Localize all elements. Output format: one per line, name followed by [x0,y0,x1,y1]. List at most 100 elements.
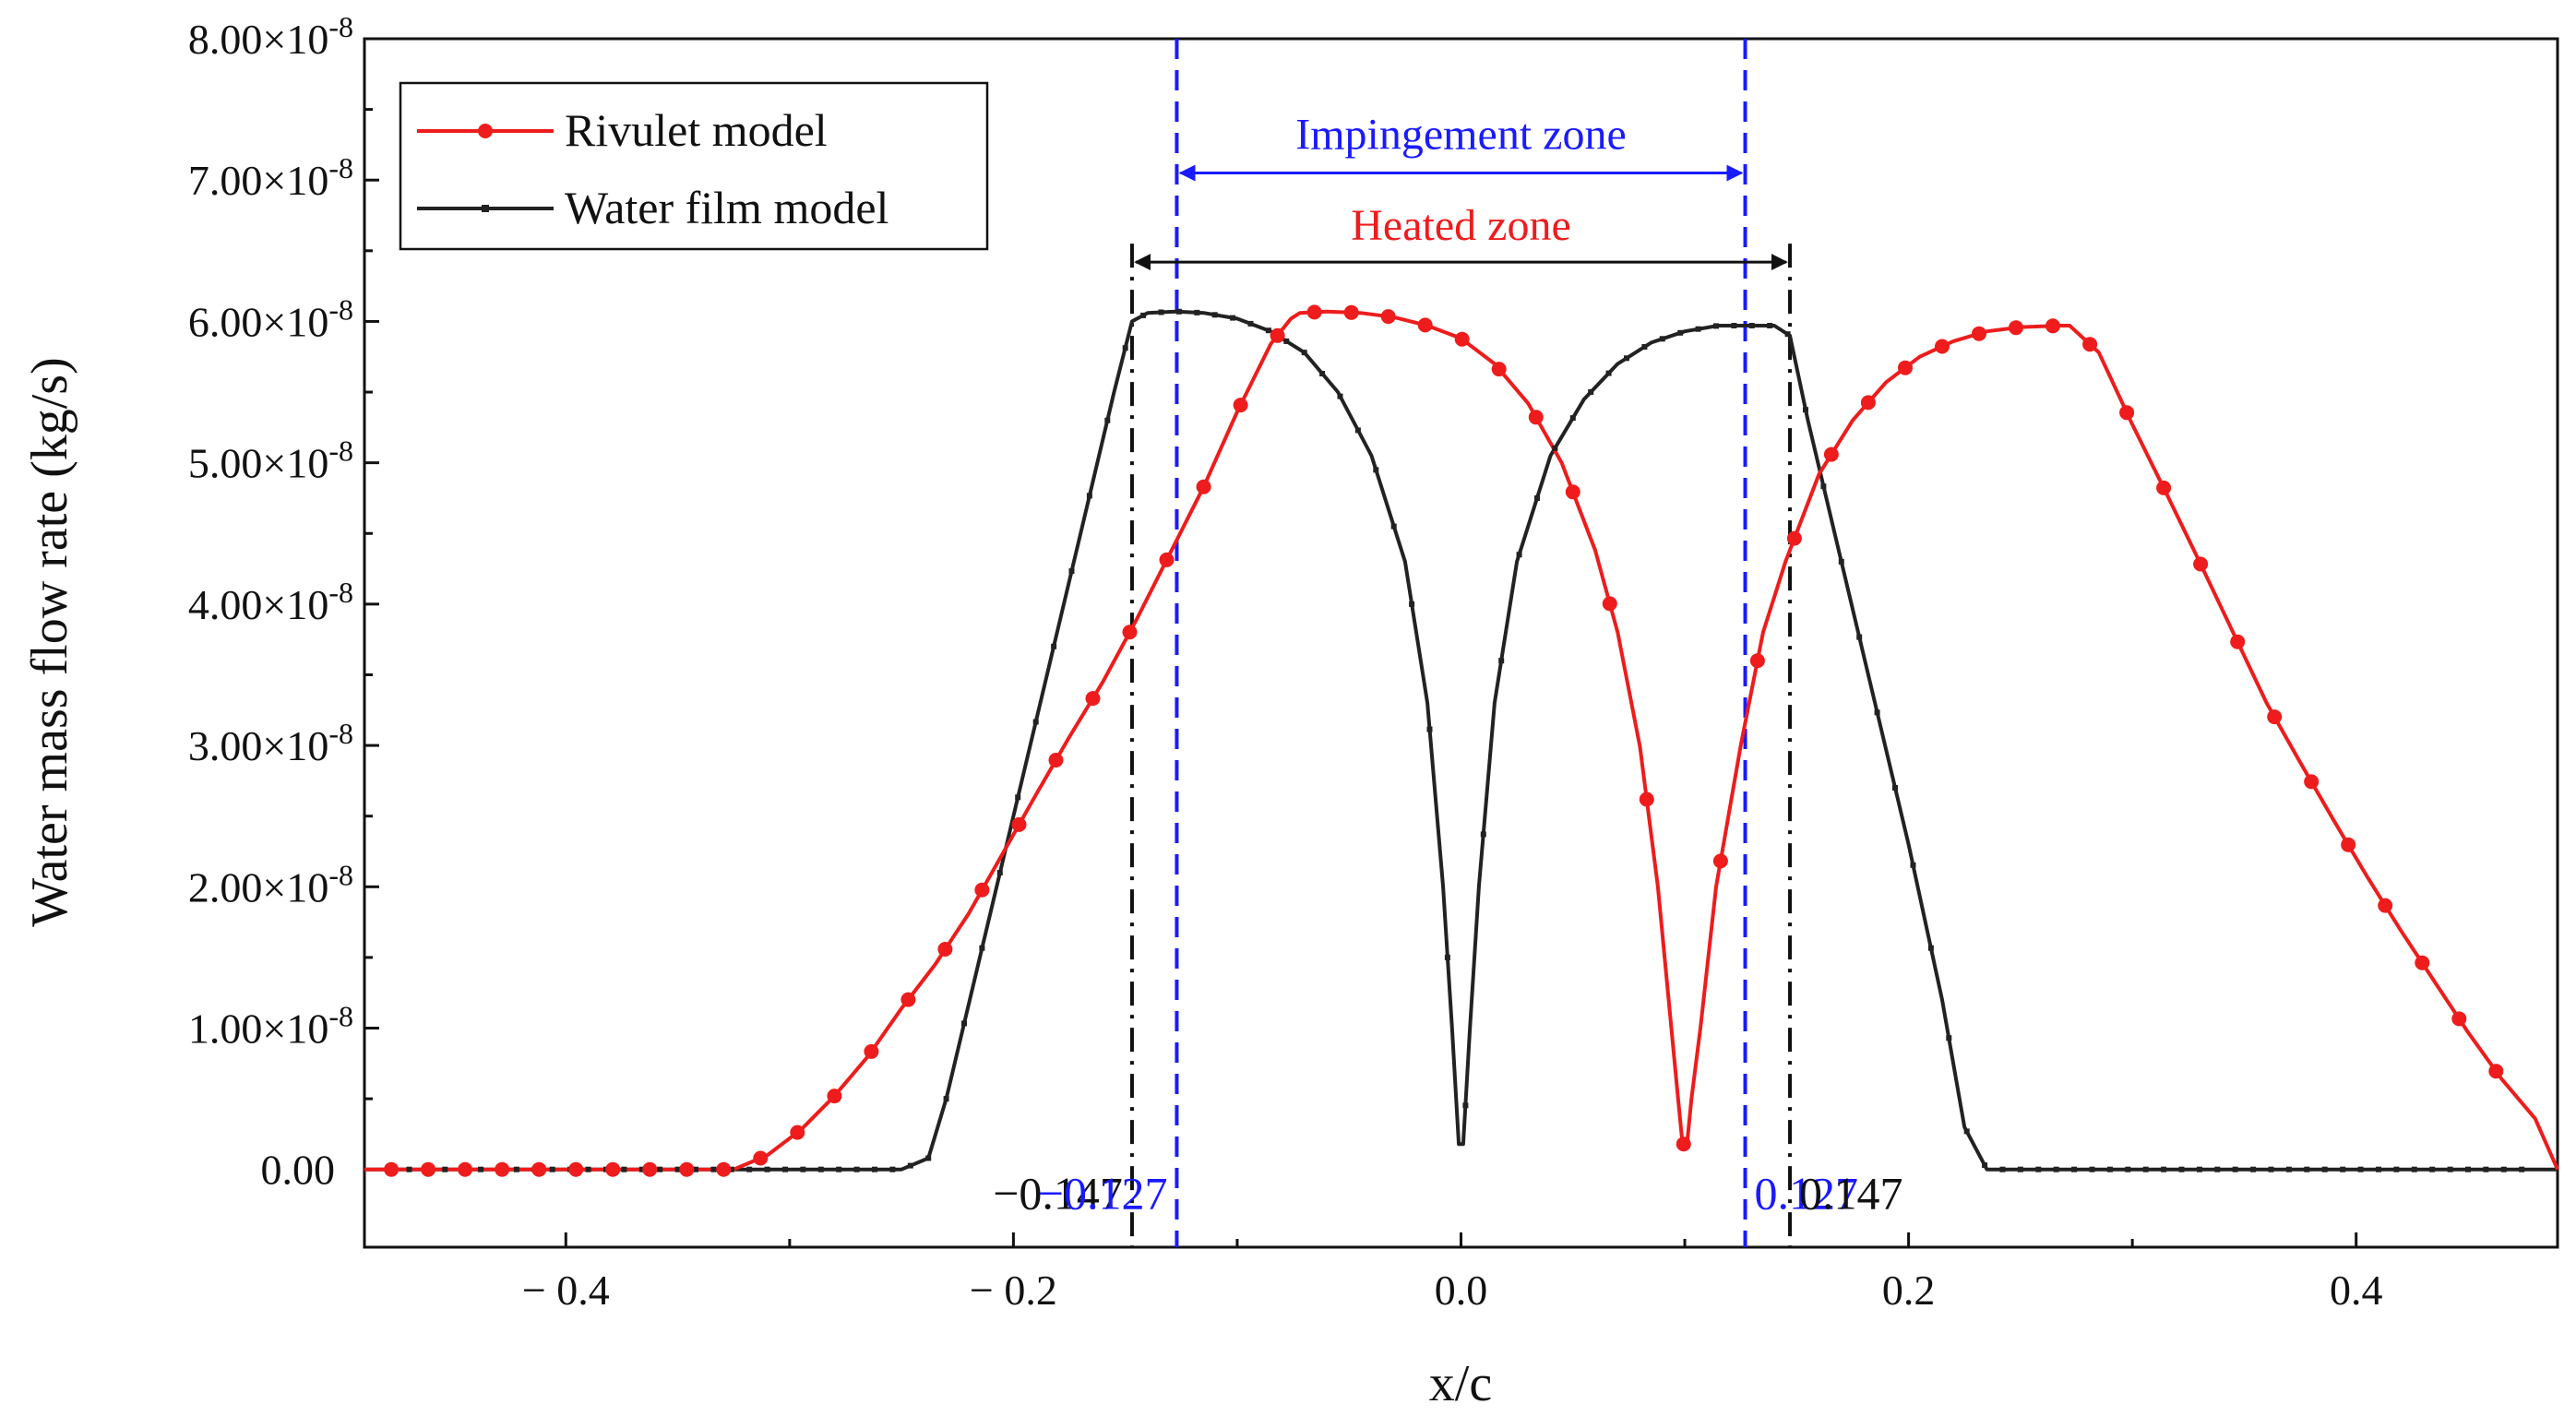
series-layer [364,304,2559,1177]
water-film-point [1713,323,1719,329]
rivulet-point [1159,552,1175,567]
rivulet-point [753,1150,769,1166]
water-film-point [1659,336,1665,342]
rivulet-point [2341,837,2356,852]
rivulet-point [2267,709,2283,725]
water-film-point [2357,1166,2364,1172]
rivulet-point [1935,339,1950,354]
water-film-point [406,1166,412,1172]
water-film-point [1247,320,1254,327]
impingement-zone-label: Impingement zone [1295,111,1627,160]
water-film-point [961,1020,967,1027]
y-axis-ticks: 0.001.00×10-82.00×10-83.00×10-84.00×10-8… [188,10,379,1194]
rivulet-point [716,1161,732,1177]
water-film-point [1104,417,1111,423]
y-tick-label-base: 7.00×10 [188,157,328,204]
boundary-label: −0.127 [1038,1168,1168,1220]
water-film-point [1480,831,1486,838]
water-film-point [728,1166,734,1172]
zone-annotations: Impingement zone Heated zone [1134,111,1788,271]
y-tick-label-exp: -8 [328,858,353,891]
rivulet-point [2230,634,2246,649]
rivulet-point [1602,596,1617,612]
y-tick-label-base: 8.00×10 [188,16,328,63]
water-film-point [782,1166,788,1172]
water-film-point [1426,726,1433,732]
water-film-point [2161,1166,2167,1172]
water-film-point [1569,415,1576,422]
water-film-point [2142,1166,2149,1172]
water-film-point [1731,323,1737,328]
legend-marker-water-film [482,205,489,212]
y-tick-label: 2.00×10-8 [188,858,353,910]
rivulet-point [937,942,953,957]
rivulet-point [384,1161,400,1177]
rivulet-point [2304,774,2320,790]
water-film-point [2250,1166,2257,1172]
rivulet-point [679,1161,695,1177]
rivulet-point [2156,480,2172,495]
water-film-point [1516,552,1522,558]
water-film-point [2465,1166,2471,1172]
rivulet-point [2488,1064,2504,1079]
water-film-point [1175,308,1182,315]
water-film-point [1319,371,1326,376]
water-film-point [2285,1166,2292,1172]
y-tick-label-exp: -8 [328,292,353,326]
boundary-label: 0.127 [1755,1168,1859,1220]
water-film-point [1122,345,1128,351]
y-tick-label-exp: -8 [328,434,353,468]
water-film-point [1283,338,1290,344]
rivulet-point [2378,898,2393,913]
water-film-point [764,1166,770,1172]
water-film-point [2411,1166,2417,1172]
rivulet-point [1786,530,1802,546]
boundary-label: 0.147 [1799,1168,1903,1220]
water-film-point [2429,1166,2436,1172]
water-film-point [1892,785,1898,791]
rivulet-point [1196,479,1211,494]
x-tick-label: 0.0 [1435,1267,1488,1314]
water-film-point [1946,1035,1952,1041]
water-film-point [2321,1166,2328,1172]
water-film-point [1051,643,1057,649]
water-film-point [549,1166,555,1172]
water-film-point [1927,945,1934,951]
y-tick-label: 4.00×10-8 [188,576,353,628]
rivulet-point [1491,362,1507,377]
water-film-point [1784,331,1791,338]
y-tick-label: 6.00×10-8 [188,292,353,345]
water-film-point [1032,719,1039,725]
legend: Rivulet model Water film model [399,81,989,251]
x-axis-title: x/c [1429,1355,1492,1412]
x-tick-label: 0.4 [2330,1267,2383,1314]
y-tick-label-exp: -8 [328,717,353,750]
rivulet-point [974,882,990,898]
water-film-point [513,1166,519,1172]
water-film-point [1194,309,1200,315]
water-film-point [2089,1166,2095,1172]
water-film-point [1910,862,1916,868]
water-film-point [1230,315,1236,321]
water-film-point [800,1166,806,1172]
y-tick-label-base: 5.00×10 [188,440,328,487]
legend-label-water-film: Water film model [565,182,888,233]
rivulet-point [1011,816,1027,832]
water-film-point [1301,350,1307,356]
water-film-point [1856,634,1863,640]
water-film-point [1265,327,1271,334]
water-film-point [1390,523,1397,530]
water-film-point [1409,601,1415,607]
water-film-point [2106,1166,2113,1172]
rivulet-point [2451,1011,2467,1027]
water-film-point [1803,407,1808,413]
water-film-point [1641,344,1648,350]
water-film-point [2483,1166,2489,1172]
water-film-point [836,1166,842,1172]
rivulet-point [568,1161,584,1177]
water-film-point [710,1166,717,1172]
rivulet-point [421,1161,436,1177]
water-film-point [674,1166,681,1172]
water-film-point [1534,495,1540,501]
